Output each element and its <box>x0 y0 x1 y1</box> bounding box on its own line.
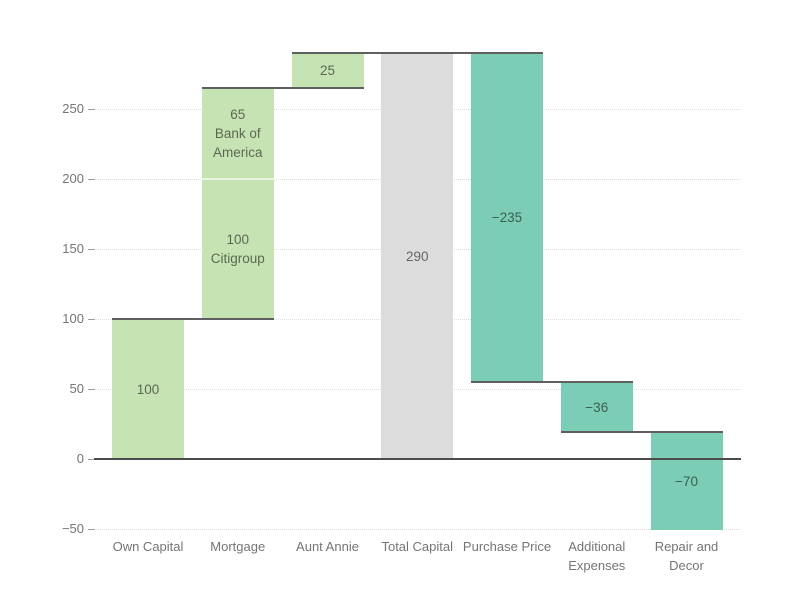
bar-value-label: 100 <box>136 381 160 397</box>
y-tick-label: −50 <box>61 521 84 536</box>
y-tick-mark <box>88 459 95 460</box>
segment-divider <box>201 178 274 180</box>
connector-line <box>560 431 723 434</box>
bar-segment-own-capital[interactable]: 100 <box>112 319 184 459</box>
bar-segment-repair-and-decor[interactable]: −70 <box>650 432 723 531</box>
category-label-line: Decor <box>669 557 704 573</box>
y-tick-mark <box>88 179 95 180</box>
bar-value-label: 25 <box>319 63 336 78</box>
category-label-line: Additional <box>568 539 626 554</box>
zero-axis-line <box>94 458 741 460</box>
connector-line <box>112 318 274 320</box>
bar-segment-additional-expenses[interactable]: −36 <box>560 382 633 433</box>
bar-value-label: Citigroup <box>210 251 265 266</box>
y-gridline <box>94 529 741 530</box>
connector-line <box>471 381 633 383</box>
y-tick-mark <box>88 319 95 320</box>
y-tick-label: 150 <box>62 241 84 256</box>
category-label-mortgage: Mortgage <box>178 538 298 557</box>
category-label-aunt-annie: Aunt Annie <box>268 538 388 557</box>
bar-value-label: 100 <box>226 232 250 247</box>
category-label-line: Total Capital <box>381 539 454 554</box>
category-label-line: Repair and <box>654 539 719 554</box>
bar-segment-mortgage[interactable]: 65 Bank of America <box>201 88 274 179</box>
category-label-line: Aunt Annie <box>296 539 359 554</box>
y-tick-mark <box>88 389 95 390</box>
connector-line <box>291 52 543 54</box>
bar-value-label: Bank of <box>214 126 261 141</box>
bar-segment-total-capital[interactable]: 290 <box>381 53 454 459</box>
category-label-repair-and-decor: Repair and Decor <box>627 538 747 575</box>
category-label-line: Expenses <box>568 557 626 573</box>
y-tick-label: 0 <box>76 451 84 466</box>
category-label-own-capital: Own Capital <box>88 538 208 557</box>
category-label-line: Purchase Price <box>462 539 552 554</box>
y-tick-label: 100 <box>62 311 84 326</box>
category-label-additional-expenses: Additional Expenses <box>537 538 657 575</box>
y-tick-mark <box>88 109 95 110</box>
y-tick-mark <box>88 529 95 530</box>
bar-segment-mortgage[interactable]: 100 Citigroup <box>201 179 274 319</box>
bar-value-label: America <box>212 145 263 160</box>
category-label-line: Mortgage <box>210 539 266 554</box>
y-tick-label: 250 <box>62 101 84 116</box>
bar-value-label: 65 <box>230 107 246 122</box>
y-tick-mark <box>88 249 95 250</box>
bar-segment-aunt-annie[interactable]: 25 <box>291 53 364 88</box>
connector-line <box>201 87 364 89</box>
category-label-total-capital: Total Capital <box>357 538 477 557</box>
bar-segment-purchase-price[interactable]: −235 <box>471 53 543 382</box>
category-label-line: Own Capital <box>112 539 184 554</box>
category-label-purchase-price: Purchase Price <box>447 538 567 557</box>
y-tick-label: 50 <box>69 381 84 396</box>
bar-value-label: −70 <box>675 473 698 489</box>
bar-value-label: 290 <box>405 248 429 264</box>
bar-value-label: −235 <box>491 210 523 225</box>
y-tick-label: 200 <box>62 171 84 186</box>
bar-value-label: −36 <box>585 399 609 415</box>
